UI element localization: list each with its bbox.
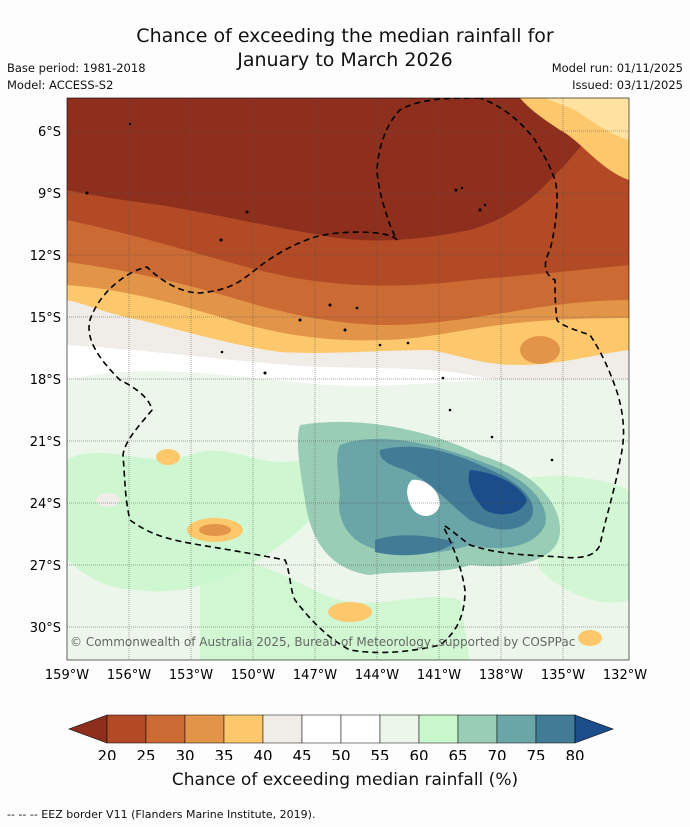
region-40 <box>67 260 629 365</box>
lat-label: 9°S <box>38 187 61 202</box>
lat-label: 6°S <box>38 125 61 140</box>
lon-label: 159°W <box>45 668 89 683</box>
region-ne-mid <box>545 98 629 140</box>
lat-label: 12°S <box>30 249 61 264</box>
lat-label: 18°S <box>30 373 61 388</box>
colorbar-label: Chance of exceeding median rainfall (%) <box>171 770 519 790</box>
colorbar-tick-label: 75 <box>526 747 545 760</box>
lat-label: 15°S <box>30 311 61 326</box>
title-line-1: Chance of exceeding the median rainfall … <box>136 25 554 47</box>
lon-label: 132°W <box>603 668 647 683</box>
region-80-lower <box>375 535 455 556</box>
lon-label: 144°W <box>355 668 399 683</box>
colorbar-swatch <box>496 714 537 744</box>
lat-labels: 6°S 9°S 12°S 15°S 18°S 21°S 24°S 27°S 30… <box>30 125 61 636</box>
title-line-2: January to March 2026 <box>237 49 453 71</box>
base-period: Base period: 1981-2018 <box>7 61 146 75</box>
meta-right: Model run: 01/11/2025 Issued: 03/11/2025 <box>552 60 683 94</box>
region-30 <box>67 200 629 325</box>
lat-label: 27°S <box>30 559 61 574</box>
lat-label: 21°S <box>30 435 61 450</box>
colorbar-swatch <box>457 714 498 744</box>
eez-border <box>88 98 625 654</box>
lon-label: 141°W <box>417 668 461 683</box>
lon-label: 153°W <box>169 668 213 683</box>
lon-label: 135°W <box>541 668 585 683</box>
colorbar-tick-label: 55 <box>370 747 389 760</box>
lat-label: 30°S <box>30 621 61 636</box>
colorbar-tick-label: 35 <box>214 747 233 760</box>
colorbar-tick-label: 30 <box>175 747 194 760</box>
dry-pocket-3 <box>328 602 372 622</box>
colorbar-swatch <box>379 714 420 744</box>
colorbar-tick-label: 60 <box>409 747 428 760</box>
dry-pocket-2 <box>156 449 180 465</box>
colorbar-tick-label: 45 <box>292 747 311 760</box>
colorbar-tick-label: 40 <box>253 747 272 760</box>
copyright-note: © Commonwealth of Australia 2025, Bureau… <box>70 635 575 649</box>
dry-pocket-6 <box>520 336 560 364</box>
dry-pocket-1-core <box>199 524 231 536</box>
dry-pocket-4 <box>578 630 602 646</box>
islands <box>85 122 554 462</box>
colorbar-extend-high <box>574 714 614 744</box>
model-run: Model run: 01/11/2025 <box>551 61 683 75</box>
issued-date: Issued: 03/11/2025 <box>572 78 683 92</box>
region-white-1 <box>407 479 440 516</box>
graticule <box>67 98 629 660</box>
colorbar: 20 25 30 35 40 45 50 55 60 65 70 75 80 <box>68 714 614 760</box>
colorbar-swatch <box>301 714 342 744</box>
map-frame <box>66 97 630 661</box>
lon-label: 147°W <box>293 668 337 683</box>
colorbar-tick-label: 70 <box>487 747 506 760</box>
colorbar-extend-low <box>68 714 108 744</box>
rainfall-map: © Commonwealth of Australia 2025, Bureau… <box>30 97 647 760</box>
colorbar-tick-label: 65 <box>448 747 467 760</box>
colorbar-tick-label: 25 <box>136 747 155 760</box>
eez-footnote: -- -- -- EEZ border V11 (Flanders Marine… <box>7 808 316 821</box>
colorbar-swatch <box>106 714 147 744</box>
colorbar-swatch <box>145 714 186 744</box>
colorbar-swatch <box>223 714 264 744</box>
colorbar-swatch <box>262 714 303 744</box>
lon-labels: 159°W 156°W 153°W 150°W 147°W 144°W 141°… <box>45 668 647 683</box>
colorbar-tick-label: 50 <box>331 747 350 760</box>
map-area <box>67 98 629 660</box>
lon-label: 156°W <box>107 668 151 683</box>
region-20 <box>67 98 629 241</box>
dry-pocket-5 <box>96 493 120 507</box>
region-65-west <box>67 450 310 592</box>
colorbar-tick-label: 20 <box>97 747 116 760</box>
colorbar-swatch <box>418 714 459 744</box>
model-name: Model: ACCESS-S2 <box>7 78 114 92</box>
colorbar-tick-label: 80 <box>565 747 584 760</box>
meta-left: Base period: 1981-2018 Model: ACCESS-S2 <box>7 60 146 94</box>
colorbar-swatch <box>184 714 225 744</box>
colorbar-swatch <box>535 714 576 744</box>
colorbar-swatch <box>340 714 381 744</box>
lon-label: 150°W <box>231 668 275 683</box>
lon-label: 138°W <box>479 668 523 683</box>
lat-label: 24°S <box>30 497 61 512</box>
chart-title: Chance of exceeding the median rainfall … <box>0 24 690 72</box>
